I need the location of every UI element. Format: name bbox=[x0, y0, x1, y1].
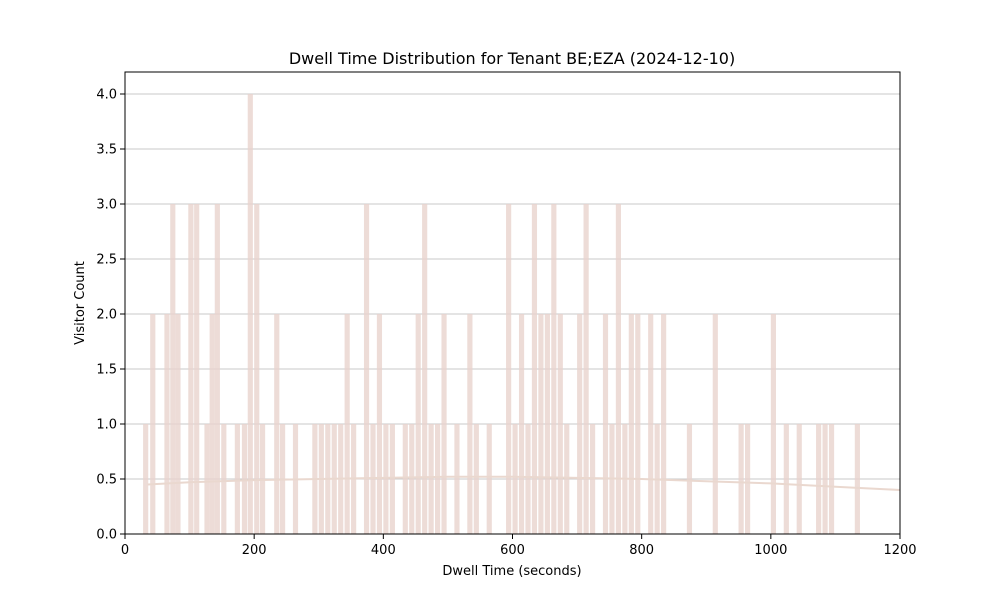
histogram-bar bbox=[415, 314, 421, 534]
histogram-bar bbox=[538, 314, 544, 534]
x-tick-label: 1000 bbox=[754, 543, 787, 558]
histogram-bar bbox=[204, 424, 210, 534]
histogram-bar bbox=[583, 204, 589, 534]
histogram-bar bbox=[648, 314, 654, 534]
histogram-bar bbox=[854, 424, 860, 534]
x-tick-label: 200 bbox=[242, 543, 267, 558]
x-tick-label: 1200 bbox=[883, 543, 916, 558]
histogram-bar bbox=[551, 204, 557, 534]
histogram-bar bbox=[557, 314, 563, 534]
histogram-bar bbox=[661, 314, 667, 534]
histogram-bar bbox=[389, 424, 395, 534]
chart-title: Dwell Time Distribution for Tenant BE;EZ… bbox=[289, 49, 735, 68]
y-tick-label: 1.0 bbox=[96, 418, 117, 433]
gridlines bbox=[125, 93, 900, 480]
y-tick-label: 2.5 bbox=[96, 253, 117, 268]
histogram-bar bbox=[409, 424, 415, 534]
x-tick-label: 0 bbox=[121, 543, 129, 558]
histogram-bar bbox=[602, 314, 609, 534]
histogram-bar bbox=[422, 204, 428, 534]
histogram-bar bbox=[822, 424, 828, 534]
histogram-bar bbox=[435, 424, 441, 534]
histogram-bar bbox=[486, 424, 492, 534]
histogram-bar bbox=[454, 424, 460, 534]
histogram-bar bbox=[376, 314, 383, 534]
histogram-bar bbox=[170, 204, 176, 534]
histogram-bar bbox=[234, 424, 240, 534]
histogram-bar bbox=[402, 424, 408, 534]
histogram-bar bbox=[221, 424, 227, 534]
histogram-bar bbox=[428, 424, 434, 534]
histogram-bar bbox=[816, 424, 822, 534]
histogram-bar bbox=[254, 204, 260, 534]
x-tick-label: 400 bbox=[371, 543, 396, 558]
histogram-bar bbox=[686, 424, 693, 534]
histogram-bar bbox=[531, 204, 538, 534]
y-tick-label: 0.0 bbox=[96, 528, 117, 543]
histogram-bar bbox=[383, 424, 389, 534]
histogram-bar bbox=[577, 314, 583, 534]
histogram-bar bbox=[506, 204, 512, 534]
histogram-bar bbox=[143, 424, 149, 534]
histogram-bar bbox=[274, 314, 280, 534]
histogram-bar bbox=[241, 424, 248, 534]
histogram-bar bbox=[150, 314, 156, 534]
histogram-bar bbox=[467, 314, 473, 534]
y-tick-label: 0.5 bbox=[96, 473, 117, 488]
x-axis-ticks: 0 200 400 600 800 1000 1200 bbox=[121, 534, 917, 558]
x-tick-label: 600 bbox=[500, 543, 525, 558]
y-tick-label: 2.0 bbox=[96, 308, 117, 323]
histogram-bar bbox=[441, 314, 447, 534]
histogram-bar bbox=[209, 314, 215, 534]
y-tick-label: 4.0 bbox=[96, 88, 117, 103]
histogram-bar bbox=[164, 314, 170, 534]
histogram-bar bbox=[175, 314, 181, 534]
histogram-bar bbox=[783, 424, 789, 534]
x-axis-label: Dwell Time (seconds) bbox=[442, 564, 581, 579]
y-tick-label: 1.5 bbox=[96, 363, 117, 378]
histogram-bar bbox=[745, 424, 751, 534]
histogram-bar bbox=[635, 314, 641, 534]
y-tick-label: 3.0 bbox=[96, 198, 117, 213]
histogram-bar bbox=[770, 314, 776, 534]
histogram-bar bbox=[473, 424, 479, 534]
histogram-bar bbox=[796, 424, 802, 534]
histogram-bar bbox=[518, 314, 525, 534]
density-curve bbox=[147, 475, 901, 491]
histogram-bar bbox=[363, 204, 370, 534]
y-axis-ticks: 0.0 0.5 1.0 1.5 2.0 2.5 3.0 3.5 4.0 bbox=[96, 88, 125, 543]
histogram-bar bbox=[564, 424, 570, 534]
histogram-bar bbox=[247, 94, 253, 534]
histogram-bar bbox=[828, 424, 835, 534]
y-tick-label: 3.5 bbox=[96, 143, 117, 158]
histogram-bar bbox=[544, 314, 550, 534]
histogram-bar bbox=[525, 424, 531, 534]
histogram-bar bbox=[188, 204, 194, 534]
histogram-bar bbox=[512, 424, 518, 534]
histogram-bar bbox=[194, 204, 200, 534]
histogram-bar bbox=[214, 204, 220, 534]
histogram-bar bbox=[615, 204, 621, 534]
histogram-bar bbox=[628, 314, 634, 534]
x-tick-label: 800 bbox=[629, 543, 654, 558]
histogram-bar bbox=[738, 424, 744, 534]
y-axis-label: Visitor Count bbox=[73, 261, 88, 345]
histogram-bar bbox=[344, 314, 350, 534]
histogram-bar bbox=[712, 314, 718, 534]
